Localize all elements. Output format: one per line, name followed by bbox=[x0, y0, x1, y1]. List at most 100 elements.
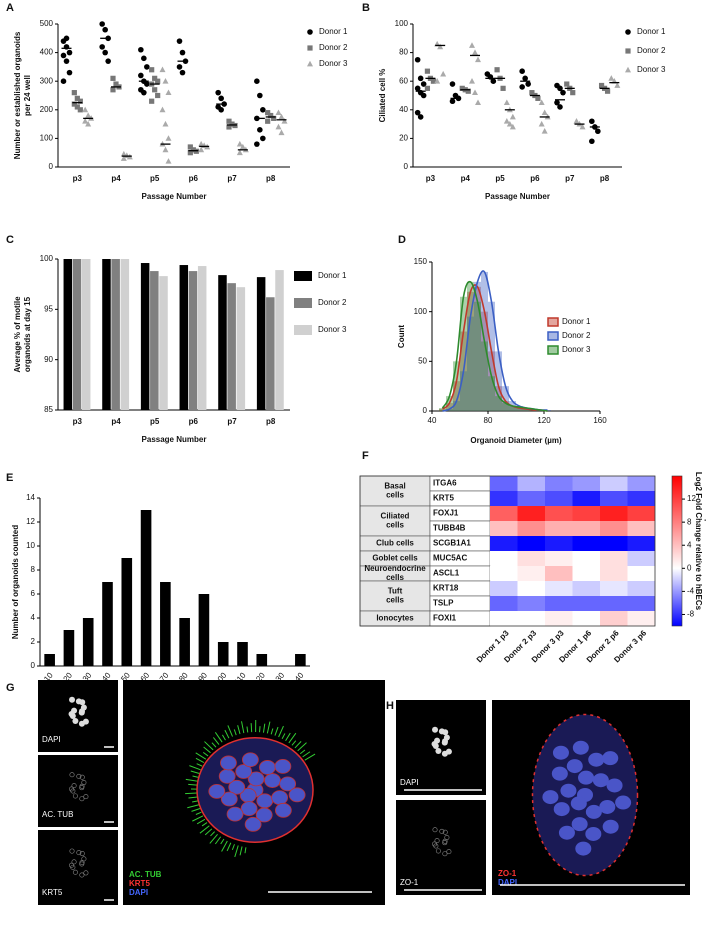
data-point bbox=[165, 89, 172, 96]
group-label: Goblet cells bbox=[372, 554, 418, 563]
data-point bbox=[281, 118, 288, 124]
data-point bbox=[271, 115, 277, 121]
gene-label: SCGB1A1 bbox=[433, 539, 471, 548]
nucleus bbox=[255, 807, 273, 823]
nucleus bbox=[274, 802, 292, 818]
data-point bbox=[424, 85, 431, 91]
histogram-bar bbox=[495, 386, 502, 411]
cilia bbox=[187, 804, 200, 809]
data-point bbox=[257, 127, 263, 133]
cell-nucleus bbox=[72, 717, 79, 724]
legend-label: Donor 3 bbox=[562, 345, 591, 354]
data-point bbox=[218, 107, 224, 113]
cilia bbox=[203, 746, 211, 754]
nucleus bbox=[542, 790, 559, 805]
histogram-bar bbox=[502, 401, 509, 411]
y-tick-label: 200 bbox=[40, 105, 54, 114]
x-tick-label: p5 bbox=[150, 417, 160, 426]
data-point bbox=[162, 78, 169, 84]
heatmap-cell bbox=[490, 506, 518, 521]
data-point bbox=[152, 87, 158, 93]
data-point bbox=[557, 104, 563, 110]
legend-label: Donor 2 bbox=[318, 298, 347, 307]
data-point bbox=[490, 78, 497, 84]
cell-nucleus bbox=[81, 780, 87, 786]
panel-letter: G bbox=[6, 682, 15, 694]
y-tick-label: 500 bbox=[40, 19, 54, 28]
histogram-bar bbox=[488, 376, 495, 411]
data-point bbox=[77, 98, 83, 104]
nucleus bbox=[602, 819, 619, 834]
y-tick-label: 8 bbox=[31, 565, 36, 574]
cell-nucleus bbox=[79, 785, 85, 791]
heatmap-cell bbox=[490, 536, 518, 551]
data-point bbox=[449, 98, 456, 105]
bar bbox=[120, 259, 130, 410]
histogram-bar bbox=[474, 281, 481, 411]
y-tick-label: 150 bbox=[414, 257, 428, 266]
heatmap-cell bbox=[517, 536, 545, 551]
cell-nucleus bbox=[80, 704, 87, 711]
x-tick-label: p6 bbox=[189, 417, 199, 426]
heatmap-cell bbox=[572, 476, 600, 491]
heatmap-cell bbox=[600, 566, 628, 581]
cilia bbox=[246, 726, 249, 733]
legend-marker bbox=[307, 29, 313, 35]
data-point bbox=[229, 121, 235, 127]
cell-nucleus bbox=[432, 841, 438, 847]
cilia bbox=[221, 840, 228, 852]
data-point bbox=[614, 82, 621, 88]
y-tick-label: 100 bbox=[414, 307, 428, 316]
histogram-bar bbox=[523, 409, 530, 411]
group-label: cells bbox=[386, 491, 404, 500]
bar bbox=[160, 582, 171, 666]
data-point bbox=[82, 106, 89, 113]
nucleus bbox=[585, 804, 602, 819]
bar bbox=[237, 642, 248, 666]
data-point bbox=[541, 109, 548, 116]
data-point bbox=[85, 112, 92, 118]
histogram-bar bbox=[460, 296, 467, 411]
image-legend: DAPI bbox=[129, 888, 148, 897]
heatmap-cell bbox=[490, 551, 518, 566]
cell-nucleus bbox=[79, 851, 85, 857]
histogram-bar bbox=[509, 406, 516, 411]
colorbar-tick-label: 4 bbox=[687, 540, 692, 549]
data-point bbox=[66, 69, 73, 76]
data-point bbox=[85, 120, 92, 127]
histogram-bar bbox=[488, 301, 495, 411]
data-point bbox=[538, 120, 545, 127]
cell-nucleus bbox=[79, 872, 85, 878]
x-axis-label: Passage Number bbox=[142, 192, 207, 201]
nucleus bbox=[274, 759, 292, 774]
heatmap-cell bbox=[627, 476, 655, 491]
nucleus bbox=[602, 751, 619, 766]
gene-label: ITGA6 bbox=[433, 479, 457, 488]
heatmap-cell bbox=[572, 521, 600, 536]
nucleus bbox=[264, 773, 281, 788]
heatmap-cell bbox=[490, 476, 518, 491]
heatmap-cell bbox=[627, 506, 655, 521]
data-point bbox=[475, 99, 482, 106]
y-tick-label: 80 bbox=[399, 48, 408, 57]
micro-image bbox=[38, 830, 118, 905]
data-point bbox=[420, 92, 427, 99]
cell-nucleus bbox=[68, 710, 75, 717]
data-point bbox=[74, 104, 80, 110]
legend-marker bbox=[625, 66, 631, 73]
data-point bbox=[99, 44, 105, 50]
data-point bbox=[82, 118, 89, 124]
cilia bbox=[278, 725, 284, 738]
data-point bbox=[278, 113, 285, 120]
heatmap-cell bbox=[600, 476, 628, 491]
group-label: Ionocytes bbox=[376, 614, 414, 623]
nucleus bbox=[592, 773, 609, 788]
legend-label: Donor 3 bbox=[637, 65, 666, 74]
panel-letter: D bbox=[398, 234, 406, 246]
data-point bbox=[236, 149, 243, 156]
gene-label: TUBB4B bbox=[433, 524, 466, 533]
cilia bbox=[211, 742, 217, 748]
cell-nucleus bbox=[435, 848, 441, 854]
cilia bbox=[195, 757, 205, 764]
gene-label: KRT5 bbox=[433, 494, 454, 503]
